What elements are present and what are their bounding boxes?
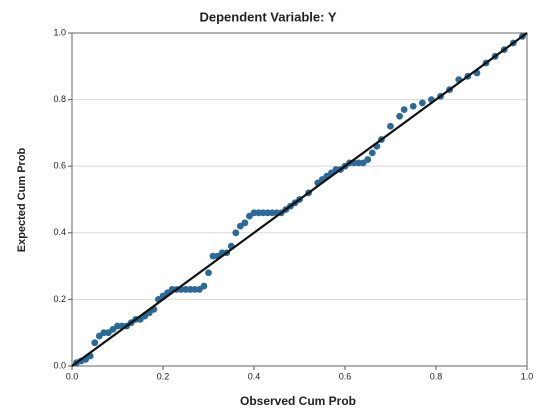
x-tick-label: 0.0 — [66, 371, 79, 381]
y-tick-label: 1.0 — [53, 27, 66, 37]
point — [400, 106, 408, 113]
chart-title: Dependent Variable: Y — [199, 9, 336, 24]
point — [241, 219, 249, 227]
y-tick-label: 0.6 — [53, 161, 66, 171]
reference-line — [71, 32, 528, 367]
point — [387, 122, 394, 130]
plot-frame — [71, 32, 528, 367]
x-tick-label: 0.2 — [157, 371, 170, 381]
x-tick-label: 0.8 — [430, 371, 443, 381]
x-tick-label: 1.0 — [521, 371, 534, 381]
y-tick-label: 0.8 — [53, 94, 66, 104]
x-tick-label: 0.4 — [248, 371, 261, 381]
point — [91, 339, 99, 347]
point — [396, 112, 403, 120]
point — [205, 269, 212, 277]
point — [200, 282, 208, 290]
point — [368, 149, 376, 157]
y-tick-label: 0.0 — [53, 360, 66, 370]
point — [232, 229, 240, 237]
point — [418, 99, 426, 107]
point — [364, 156, 372, 163]
y-tick-label: 0.4 — [53, 227, 66, 237]
x-axis-label: Observed Cum Prob — [240, 394, 356, 408]
y-tick-label: 0.2 — [53, 294, 66, 304]
x-tick-label: 0.6 — [339, 371, 352, 381]
point — [409, 102, 417, 110]
y-axis-label: Expected Cum Prob — [16, 147, 28, 252]
